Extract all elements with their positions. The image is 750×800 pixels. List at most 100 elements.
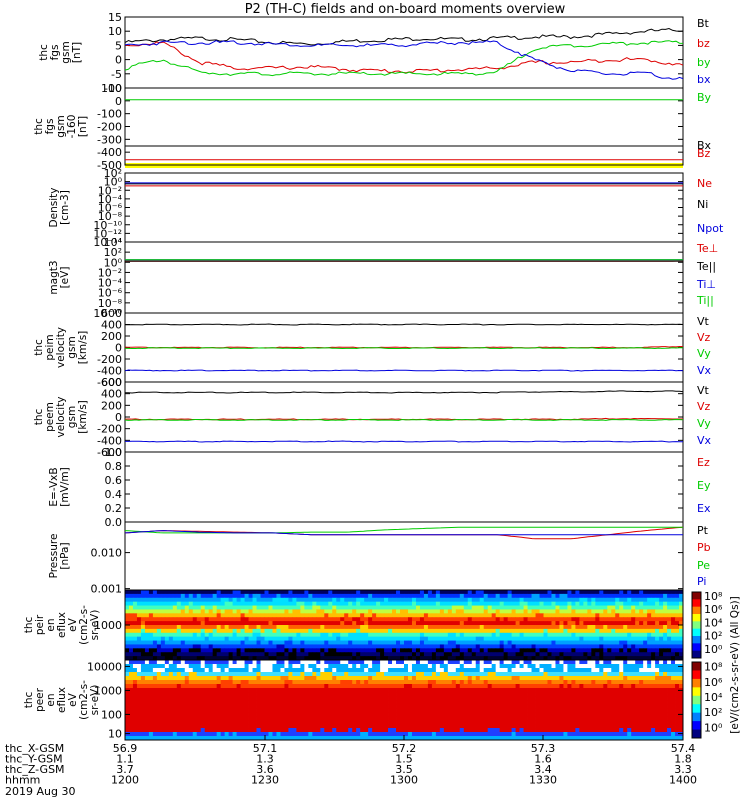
heatmap-cell xyxy=(128,613,134,618)
heatmap-cell xyxy=(380,684,385,689)
heatmap-cell xyxy=(443,656,449,661)
heatmap-cell xyxy=(467,656,473,661)
heatmap-cell xyxy=(268,700,273,705)
heatmap-cell xyxy=(407,668,413,673)
heatmap-cell xyxy=(144,636,150,641)
heatmap-cell xyxy=(392,601,397,606)
heatmap-cell xyxy=(232,672,237,677)
heatmap-cell xyxy=(296,597,301,603)
heatmap-cell xyxy=(368,708,373,713)
heatmap-cell xyxy=(651,597,656,603)
heatmap-cell xyxy=(284,640,289,645)
heatmap-cell xyxy=(240,720,245,725)
heatmap-cell xyxy=(611,712,616,717)
heatmap-cell xyxy=(125,593,130,599)
heatmap-cell xyxy=(132,688,138,693)
heatmap-cell xyxy=(547,700,552,705)
heatmap-cell xyxy=(523,716,528,721)
heatmap-cell xyxy=(368,700,373,705)
heatmap-cell xyxy=(260,692,265,697)
heatmap-cell xyxy=(511,720,516,725)
heatmap-cell xyxy=(431,688,437,693)
heatmap-cell xyxy=(587,640,592,645)
legend-Ti||: Ti|| xyxy=(696,294,714,307)
heatmap-cell xyxy=(236,593,241,599)
heatmap-cell xyxy=(128,605,134,610)
heatmap-cell xyxy=(635,628,640,634)
heatmap-cell xyxy=(595,696,600,701)
heatmap-cell xyxy=(571,590,576,595)
heatmap-cell xyxy=(336,688,341,693)
heatmap-cell xyxy=(136,628,142,634)
heatmap-cell xyxy=(144,652,150,657)
heatmap-cell xyxy=(132,636,138,641)
heatmap-cell xyxy=(599,680,604,685)
heatmap-cell xyxy=(184,625,190,630)
heatmap-cell xyxy=(659,644,664,649)
heatmap-cell xyxy=(467,716,473,721)
heatmap-cell xyxy=(451,609,457,614)
heatmap-cell xyxy=(220,668,226,673)
heatmap-cell xyxy=(667,628,672,634)
heatmap-cell xyxy=(268,696,273,701)
heatmap-cell xyxy=(372,590,377,595)
heatmap-cell xyxy=(471,605,477,610)
heatmap-cell xyxy=(567,692,572,697)
heatmap-cell xyxy=(388,656,393,661)
heatmap-cell xyxy=(455,704,461,709)
heatmap-cell xyxy=(475,680,481,685)
heatmap-cell xyxy=(188,601,194,606)
heatmap-cell xyxy=(471,656,477,661)
heatmap-cell xyxy=(551,648,556,653)
heatmap-cell xyxy=(467,590,473,595)
heatmap-cell xyxy=(551,617,556,622)
heatmap-cell xyxy=(268,652,273,657)
y-tick-label: 0.6 xyxy=(105,474,123,487)
heatmap-cell xyxy=(312,684,317,689)
heatmap-cell xyxy=(627,625,632,630)
heatmap-cell xyxy=(655,625,660,630)
heatmap-cell xyxy=(344,712,349,717)
heatmap-cell xyxy=(491,648,497,653)
heatmap-cell xyxy=(260,625,265,630)
heatmap-cell xyxy=(479,628,485,634)
heatmap-cell xyxy=(248,590,253,595)
heatmap-cell xyxy=(376,605,381,610)
heatmap-cell xyxy=(579,636,584,641)
heatmap-cell xyxy=(547,636,552,641)
heatmap-cell xyxy=(328,652,333,657)
y-tick-label: 10⁰ xyxy=(104,176,123,189)
heatmap-cell xyxy=(619,656,624,661)
heatmap-cell xyxy=(679,704,684,709)
y-axis-label-line: (cm2-s- xyxy=(78,605,90,645)
heatmap-cell xyxy=(587,605,592,610)
heatmap-cell xyxy=(411,648,417,653)
heatmap-cell xyxy=(180,625,186,630)
heatmap-cell xyxy=(316,590,321,595)
heatmap-cell xyxy=(623,590,628,595)
heatmap-cell xyxy=(643,593,648,599)
heatmap-cell xyxy=(176,636,182,641)
heatmap-cell xyxy=(563,716,568,721)
heatmap-cell xyxy=(348,696,353,701)
heatmap-cell xyxy=(296,668,301,673)
heatmap-cell xyxy=(388,640,393,645)
heatmap-cell xyxy=(180,628,186,634)
heatmap-cell xyxy=(647,672,652,677)
heatmap-cell xyxy=(380,636,385,641)
heatmap-cell xyxy=(156,688,162,693)
heatmap-cell xyxy=(627,640,632,645)
heatmap-cell xyxy=(487,621,493,626)
heatmap-cell xyxy=(427,664,433,669)
heatmap-cell xyxy=(304,704,309,709)
heatmap-cell xyxy=(348,664,353,669)
heatmap-cell xyxy=(164,708,170,713)
heatmap-cell xyxy=(136,688,142,693)
heatmap-cell xyxy=(240,617,245,622)
heatmap-cell xyxy=(483,708,489,713)
heatmap-cell xyxy=(184,696,190,701)
heatmap-cell xyxy=(627,609,632,614)
heatmap-cell xyxy=(304,720,309,725)
heatmap-cell xyxy=(196,700,202,705)
